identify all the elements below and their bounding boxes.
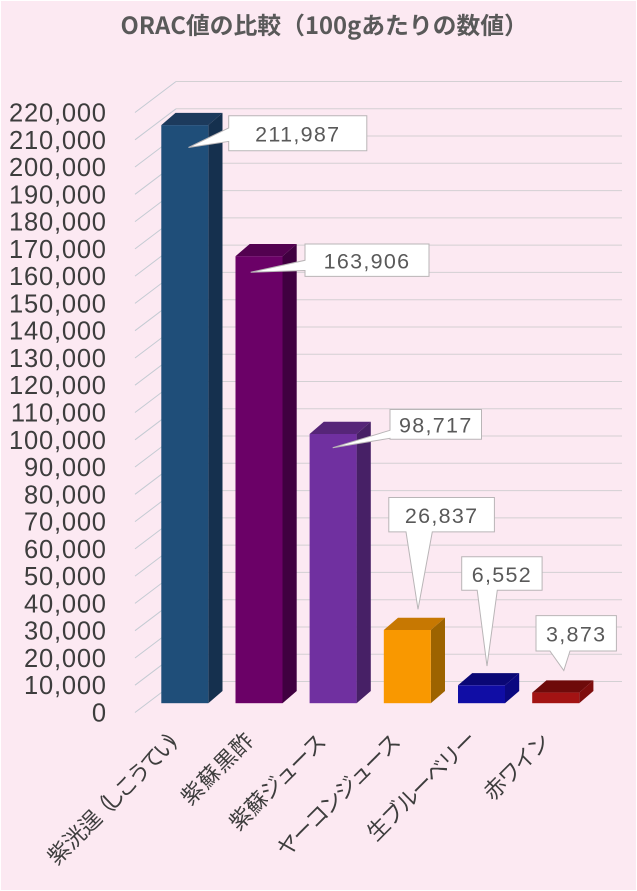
svg-text:3,873: 3,873	[546, 623, 606, 647]
svg-text:0: 0	[92, 700, 107, 728]
svg-text:80,000: 80,000	[24, 481, 107, 509]
svg-text:220,000: 220,000	[9, 100, 107, 128]
svg-text:160,000: 160,000	[9, 263, 107, 291]
svg-text:90,000: 90,000	[24, 454, 107, 482]
svg-text:163,906: 163,906	[324, 250, 411, 274]
svg-text:98,717: 98,717	[399, 414, 473, 438]
svg-text:60,000: 60,000	[24, 536, 107, 564]
svg-text:110,000: 110,000	[11, 400, 107, 428]
svg-text:190,000: 190,000	[9, 181, 107, 209]
svg-text:50,000: 50,000	[24, 563, 107, 591]
svg-text:210,000: 210,000	[9, 127, 107, 155]
svg-text:130,000: 130,000	[9, 345, 107, 373]
svg-text:140,000: 140,000	[9, 318, 107, 346]
svg-text:26,837: 26,837	[405, 504, 479, 528]
svg-text:200,000: 200,000	[9, 154, 107, 182]
svg-text:170,000: 170,000	[9, 236, 107, 264]
svg-text:20,000: 20,000	[24, 645, 107, 673]
svg-text:120,000: 120,000	[9, 372, 107, 400]
svg-text:180,000: 180,000	[9, 209, 107, 237]
svg-text:6,552: 6,552	[472, 563, 532, 587]
svg-text:70,000: 70,000	[24, 509, 107, 537]
svg-text:40,000: 40,000	[24, 590, 107, 618]
svg-text:10,000: 10,000	[24, 672, 107, 700]
svg-text:211,987: 211,987	[255, 123, 340, 147]
svg-text:150,000: 150,000	[9, 290, 107, 318]
svg-text:30,000: 30,000	[24, 618, 107, 646]
svg-text:100,000: 100,000	[9, 427, 107, 455]
